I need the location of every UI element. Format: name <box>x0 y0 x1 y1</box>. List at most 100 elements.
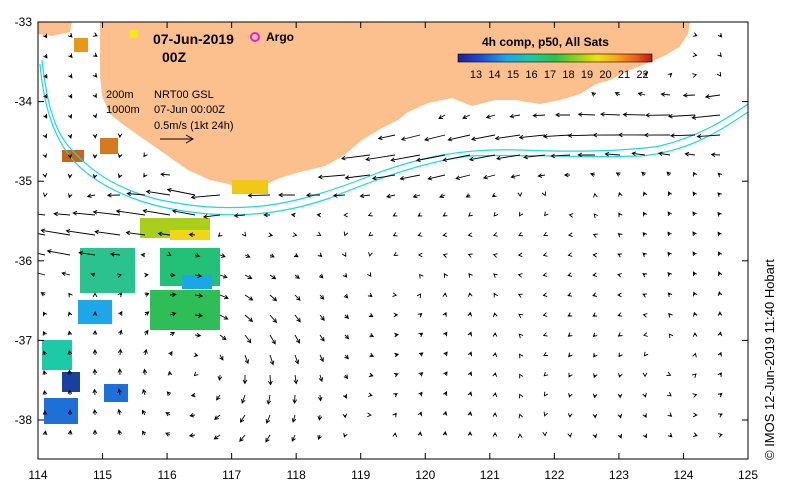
current-arrow <box>344 174 371 180</box>
current-arrow <box>145 189 171 196</box>
current-arrow <box>319 334 325 342</box>
current-arrow <box>593 192 598 198</box>
current-arrow <box>371 174 396 181</box>
current-arrow <box>194 253 201 258</box>
current-arrow <box>412 193 421 199</box>
current-arrow <box>692 271 698 277</box>
current-arrow <box>592 252 598 258</box>
current-arrow <box>171 209 196 216</box>
current-arrow <box>567 332 573 337</box>
current-arrow <box>393 393 398 398</box>
current-arrow <box>519 373 524 379</box>
current-arrow <box>166 251 172 256</box>
current-arrow <box>568 352 573 358</box>
current-arrow <box>717 251 723 257</box>
current-arrow <box>269 253 275 258</box>
current-arrow <box>367 412 372 418</box>
current-arrow <box>367 272 372 277</box>
current-arrow <box>492 372 498 377</box>
current-arrow <box>666 371 672 376</box>
current-arrow <box>568 372 573 378</box>
current-arrow <box>696 134 721 139</box>
current-arrow <box>542 431 548 437</box>
current-arrow <box>718 413 723 418</box>
current-arrow <box>667 271 672 277</box>
current-arrow <box>291 434 296 442</box>
current-arrow <box>244 294 254 301</box>
colorbar-label: 15 <box>507 69 519 81</box>
current-arrow <box>467 253 473 258</box>
current-arrow <box>693 171 698 177</box>
current-arrow <box>641 171 646 177</box>
current-arrow <box>369 333 375 338</box>
lon-tick-label: 116 <box>158 468 177 482</box>
colorbar-label: 18 <box>562 69 574 81</box>
current-arrow <box>244 274 253 279</box>
current-arrow <box>239 434 246 442</box>
current-arrow <box>344 334 350 340</box>
current-arrow <box>368 231 374 237</box>
current-arrow <box>233 213 246 218</box>
current-arrow <box>269 354 275 366</box>
current-arrow <box>38 253 46 256</box>
current-arrow <box>67 349 73 356</box>
current-arrow <box>92 209 121 216</box>
current-arrow <box>316 231 322 236</box>
current-arrow <box>424 134 446 142</box>
current-arrow <box>617 312 623 317</box>
current-arrow <box>667 211 672 217</box>
land-mass <box>100 22 690 190</box>
current-arrow <box>542 272 548 277</box>
current-arrow <box>442 430 448 436</box>
current-arrow <box>492 432 498 437</box>
current-arrow <box>642 413 647 419</box>
current-arrow <box>592 332 598 338</box>
current-arrow <box>716 71 722 77</box>
current-arrow <box>667 432 673 438</box>
current-arrow <box>417 232 423 237</box>
current-arrow <box>194 293 204 298</box>
current-arrow <box>592 292 597 297</box>
current-arrow <box>318 374 324 383</box>
current-arrow <box>92 113 98 119</box>
current-arrow <box>165 432 171 437</box>
current-arrow <box>265 434 271 443</box>
current-arrow <box>442 292 448 298</box>
current-arrow <box>642 313 648 318</box>
current-arrow <box>492 253 498 258</box>
current-arrow <box>667 191 673 197</box>
current-arrow <box>491 192 497 198</box>
current-arrow <box>42 153 47 159</box>
plot-frame <box>37 21 749 460</box>
current-arrow <box>615 172 621 177</box>
map-time-title: 00Z <box>162 49 187 65</box>
current-arrow <box>604 151 621 157</box>
current-arrow <box>593 213 599 219</box>
current-arrow <box>61 271 71 277</box>
current-arrow <box>438 114 446 119</box>
current-arrow <box>518 353 524 359</box>
current-arrow <box>142 388 147 396</box>
current-arrow <box>642 273 648 278</box>
current-arrow <box>317 414 323 421</box>
current-arrow <box>92 72 98 78</box>
current-arrow <box>67 409 73 415</box>
current-arrow <box>543 351 548 357</box>
colorbar-label: 22 <box>636 69 648 81</box>
current-arrow <box>342 413 348 419</box>
current-arrow <box>92 368 98 376</box>
current-arrow <box>443 391 448 396</box>
lon-tick-label: 118 <box>287 468 306 482</box>
current-arrow <box>216 394 221 401</box>
current-arrow <box>542 332 548 337</box>
current-arrow <box>67 173 73 179</box>
current-arrow <box>240 414 246 423</box>
current-arrow <box>319 314 325 321</box>
lat-tick-label: -38 <box>15 413 33 427</box>
current-arrow <box>393 312 399 318</box>
current-arrow <box>244 253 251 258</box>
isobath-1000m <box>39 63 748 216</box>
current-arrow <box>492 392 498 397</box>
current-arrow <box>265 414 271 424</box>
